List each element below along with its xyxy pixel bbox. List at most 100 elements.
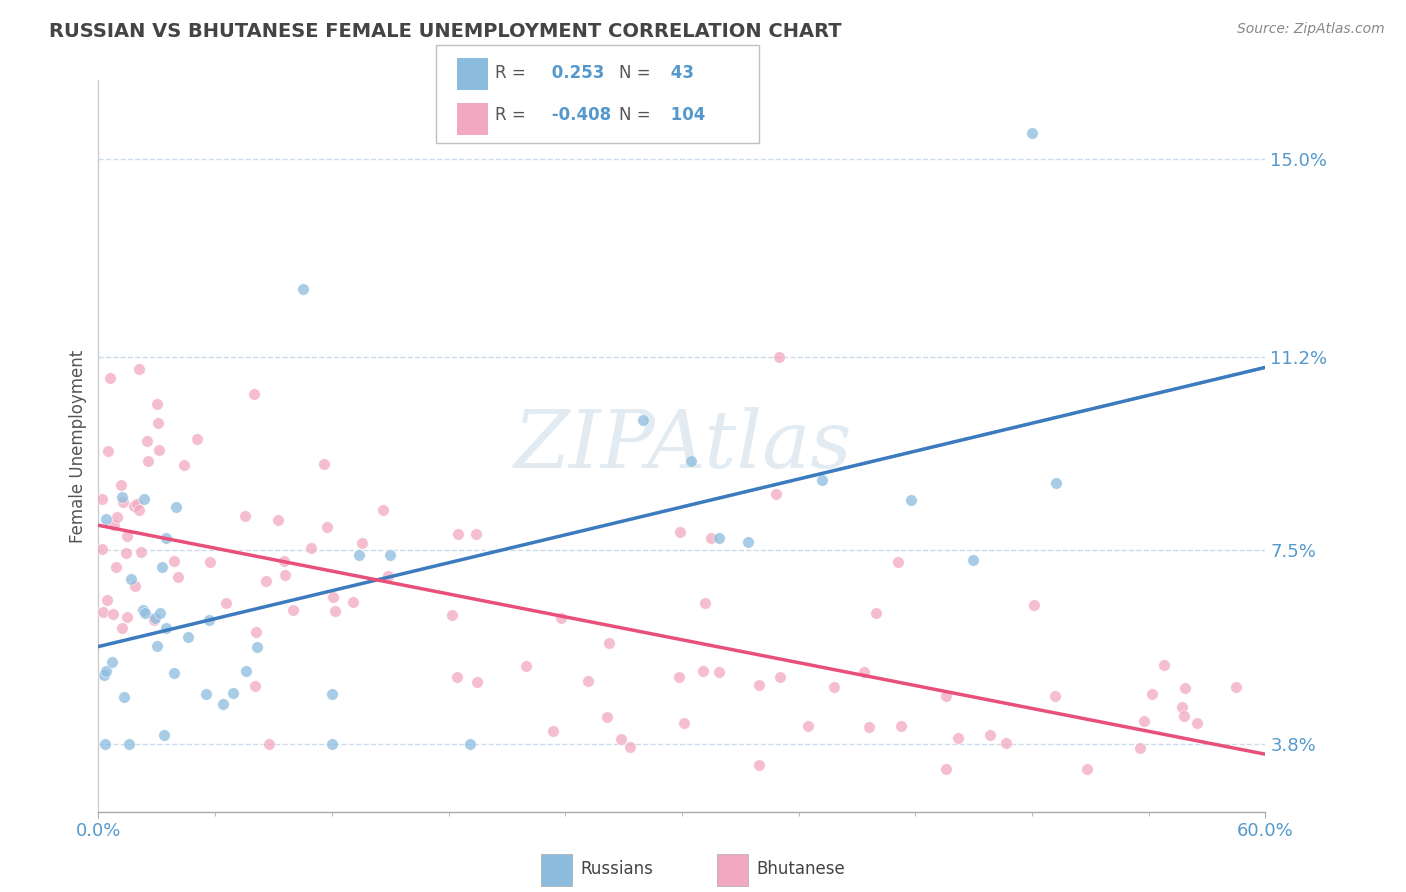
Point — [447, 527, 470, 541]
Point — [631, 413, 654, 427]
Point — [98, 371, 121, 385]
Text: -0.408: -0.408 — [546, 106, 610, 124]
Point — [186, 432, 208, 446]
Point — [94, 737, 117, 751]
Point — [243, 679, 266, 693]
Text: ZIPAtlas: ZIPAtlas — [513, 408, 851, 484]
Point — [1174, 681, 1197, 695]
Point — [91, 492, 114, 507]
Point — [550, 611, 572, 625]
Point — [176, 630, 198, 644]
Point — [274, 568, 297, 582]
Point — [465, 526, 488, 541]
Point — [128, 502, 150, 516]
Point — [198, 613, 221, 627]
Text: R =: R = — [495, 64, 526, 82]
Text: 104: 104 — [665, 106, 706, 124]
Point — [465, 675, 488, 690]
Point — [194, 687, 217, 701]
Point — [342, 595, 364, 609]
Point — [267, 513, 290, 527]
Point — [900, 493, 922, 508]
Point — [446, 670, 468, 684]
Text: Bhutanese: Bhutanese — [756, 860, 845, 878]
Point — [134, 606, 156, 620]
Point — [1129, 740, 1152, 755]
Point — [291, 282, 314, 296]
Point — [125, 497, 148, 511]
Point — [458, 737, 481, 751]
Point — [748, 758, 770, 772]
Point — [598, 636, 620, 650]
Point — [91, 542, 114, 557]
Point — [97, 444, 120, 458]
Point — [692, 664, 714, 678]
Point — [155, 532, 177, 546]
Point — [797, 718, 820, 732]
Point — [111, 621, 134, 635]
Point — [150, 560, 173, 574]
Point — [118, 737, 141, 751]
Point — [148, 416, 170, 430]
Point — [865, 606, 887, 620]
Point — [94, 511, 117, 525]
Point — [104, 560, 127, 574]
Text: N =: N = — [619, 64, 650, 82]
Point — [245, 624, 267, 639]
Point — [935, 762, 957, 776]
Point — [103, 518, 125, 533]
Point — [124, 579, 146, 593]
Point — [707, 665, 730, 680]
Point — [136, 434, 159, 449]
Point — [887, 555, 910, 569]
Point — [128, 362, 150, 376]
Point — [1021, 126, 1043, 140]
Point — [314, 457, 336, 471]
Point — [146, 639, 169, 653]
Point — [235, 509, 257, 524]
Point — [101, 607, 124, 621]
Point — [737, 534, 759, 549]
Point — [112, 495, 135, 509]
Point — [748, 678, 770, 692]
Point — [1133, 714, 1156, 729]
Point — [94, 665, 117, 679]
Point — [979, 729, 1001, 743]
Point — [115, 546, 138, 560]
Point — [281, 603, 304, 617]
Y-axis label: Female Unemployment: Female Unemployment — [69, 350, 87, 542]
Point — [93, 668, 115, 682]
Point — [347, 548, 370, 562]
Point — [143, 611, 166, 625]
Point — [222, 686, 245, 700]
Text: 0.253: 0.253 — [546, 64, 605, 82]
Point — [122, 499, 145, 513]
Point — [115, 609, 138, 624]
Point — [149, 606, 172, 620]
Point — [440, 607, 463, 622]
Point — [890, 719, 912, 733]
Text: Russians: Russians — [581, 860, 654, 878]
Point — [321, 737, 343, 751]
Point — [110, 478, 132, 492]
Point — [167, 570, 190, 584]
Point — [1153, 658, 1175, 673]
Point — [853, 665, 876, 680]
Point — [273, 554, 295, 568]
Point — [709, 531, 731, 545]
Point — [673, 715, 696, 730]
Point — [322, 590, 344, 604]
Point — [1076, 763, 1098, 777]
Point — [129, 545, 152, 559]
Point — [619, 739, 641, 754]
Point — [112, 690, 135, 704]
Point — [246, 640, 269, 654]
Point — [215, 596, 238, 610]
Point — [818, 815, 841, 830]
Text: RUSSIAN VS BHUTANESE FEMALE UNEMPLOYMENT CORRELATION CHART: RUSSIAN VS BHUTANESE FEMALE UNEMPLOYMENT… — [49, 22, 842, 41]
Point — [765, 487, 787, 501]
Point — [1140, 687, 1163, 701]
Point — [315, 519, 337, 533]
Point — [105, 510, 128, 524]
Point — [142, 613, 165, 627]
